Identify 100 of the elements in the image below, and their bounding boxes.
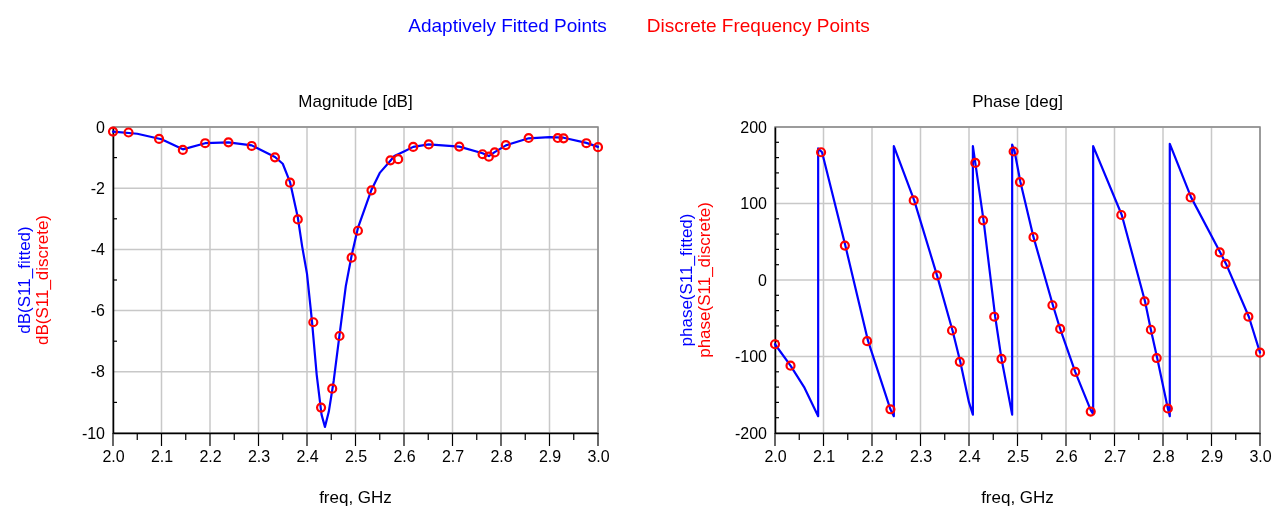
point xyxy=(308,317,319,328)
point xyxy=(954,356,965,367)
point xyxy=(1145,324,1156,335)
point xyxy=(393,154,404,165)
x-tick-label: 2.3 xyxy=(247,448,271,466)
point xyxy=(946,325,958,336)
x-tick-label: 2.8 xyxy=(490,448,513,466)
point xyxy=(352,225,364,236)
point xyxy=(1162,403,1173,414)
point xyxy=(1055,323,1066,335)
point xyxy=(1116,209,1127,221)
y-tick-label: -8 xyxy=(90,363,106,381)
x-tick-label: 2.9 xyxy=(1200,448,1224,466)
point xyxy=(153,133,165,145)
point xyxy=(315,402,327,413)
point xyxy=(996,353,1007,364)
point xyxy=(1214,247,1225,258)
point xyxy=(385,155,396,166)
point xyxy=(552,132,563,144)
point xyxy=(815,147,827,158)
point xyxy=(1220,258,1231,270)
point xyxy=(107,126,119,137)
point xyxy=(785,360,796,371)
x-tick-label: 3.0 xyxy=(1249,448,1272,466)
text: Adaptively Fitted Points xyxy=(408,15,607,36)
point xyxy=(592,142,604,153)
x-tick-label: 2.2 xyxy=(199,448,222,466)
point xyxy=(839,240,850,251)
x-tick-label: 2.7 xyxy=(441,448,465,466)
y-tick-label: -10 xyxy=(81,424,106,442)
point xyxy=(366,185,377,196)
point xyxy=(908,195,919,206)
point xyxy=(885,404,896,415)
x-tick-label: 2.4 xyxy=(296,448,319,466)
x-tick-label: 2.5 xyxy=(344,448,368,466)
point xyxy=(177,144,188,156)
point xyxy=(477,149,488,160)
x-tick-label: 2.1 xyxy=(150,448,174,466)
point xyxy=(862,336,873,347)
y-tick-label: -100 xyxy=(734,348,768,366)
point xyxy=(1085,406,1096,417)
x-tick-label: 2.0 xyxy=(764,448,787,466)
x-tick-label: 2.2 xyxy=(861,448,884,466)
y-tick-label: 100 xyxy=(740,195,768,213)
x-tick-label: 2.6 xyxy=(1055,448,1078,466)
y-tick-label: -6 xyxy=(90,302,106,320)
point xyxy=(334,330,345,342)
y-axis-title: dB(S11_fitted) dB(S11_discrete) xyxy=(15,214,52,346)
point xyxy=(1254,347,1266,358)
point xyxy=(246,140,257,152)
point xyxy=(769,339,781,350)
y-axis-title: phase(S11_fitted) phase(S11_discrete) xyxy=(677,202,714,358)
y-tick-label: 200 xyxy=(740,118,768,136)
point xyxy=(346,252,357,263)
point xyxy=(1070,366,1081,377)
line-series xyxy=(111,130,600,428)
point xyxy=(489,147,500,158)
point xyxy=(1014,177,1026,188)
y-tick-label: -4 xyxy=(90,241,106,259)
point xyxy=(292,214,303,225)
text: Discrete Frequency Points xyxy=(646,15,870,36)
x-tick-label: 2.3 xyxy=(909,448,933,466)
point xyxy=(454,141,465,152)
point xyxy=(223,137,234,148)
point xyxy=(269,152,281,163)
point xyxy=(1047,300,1058,311)
line-series xyxy=(773,142,1262,418)
point xyxy=(1185,192,1196,203)
point xyxy=(200,138,211,149)
x-tick-label: 2.1 xyxy=(812,448,836,466)
point xyxy=(1151,352,1162,364)
x-tick-label: 2.0 xyxy=(102,448,125,466)
point xyxy=(423,139,434,150)
point xyxy=(500,139,511,151)
y-tick-label: -2 xyxy=(90,179,106,197)
point xyxy=(523,132,534,144)
chart-title: Phase [deg] xyxy=(972,92,1063,111)
y-tick-label: 0 xyxy=(758,271,768,289)
x-tick-label: 2.9 xyxy=(538,448,562,466)
y-tick-label: -200 xyxy=(734,424,768,442)
x-tick-label: 2.8 xyxy=(1152,448,1175,466)
point xyxy=(284,177,296,188)
x-tick-label: 3.0 xyxy=(587,448,610,466)
x-tick-label: 2.6 xyxy=(393,448,416,466)
point xyxy=(1008,146,1019,157)
point xyxy=(558,133,569,144)
point xyxy=(483,151,494,162)
x-tick-label: 2.4 xyxy=(958,448,981,466)
point xyxy=(408,141,419,152)
point xyxy=(970,157,981,169)
point xyxy=(931,270,943,281)
x-tick-label: 2.5 xyxy=(1006,448,1030,466)
point xyxy=(1028,232,1039,243)
point xyxy=(977,215,989,226)
point xyxy=(1243,311,1254,322)
point xyxy=(123,127,134,138)
point xyxy=(327,383,338,394)
y-tick-label: 0 xyxy=(96,118,106,136)
x-axis-title: freq, GHz xyxy=(319,488,392,507)
point xyxy=(1139,296,1150,307)
